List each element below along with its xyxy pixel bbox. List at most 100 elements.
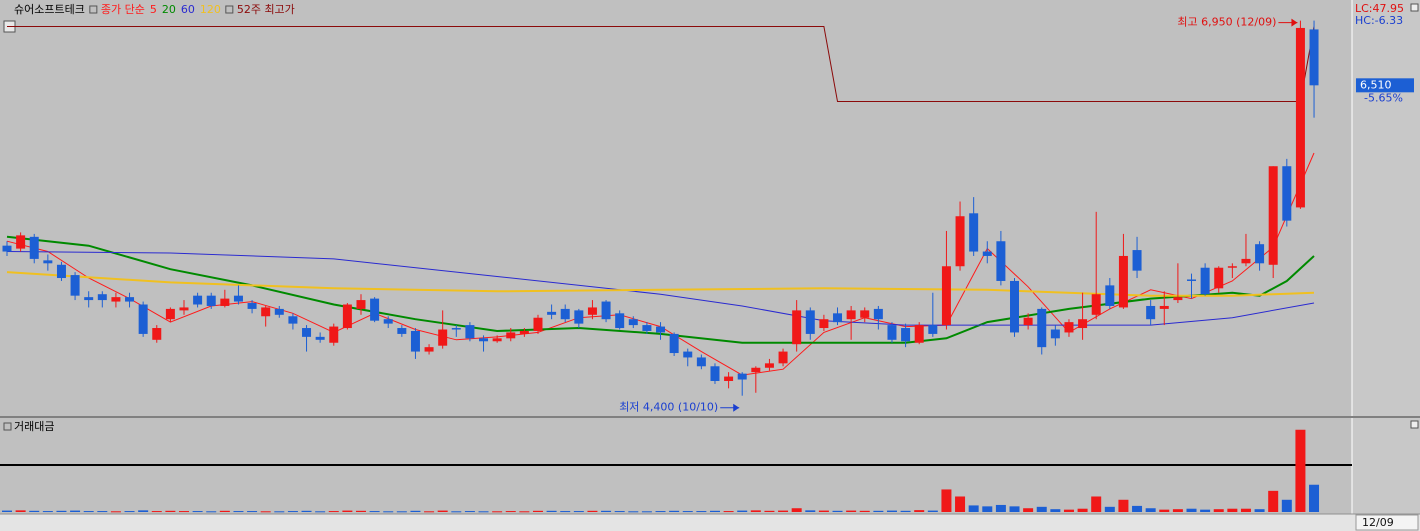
volume-bar bbox=[655, 511, 666, 513]
candle-body bbox=[288, 316, 298, 324]
mark-layer bbox=[2, 20, 1320, 513]
candle-body bbox=[506, 332, 516, 339]
volume-bar bbox=[97, 511, 108, 513]
candle-body bbox=[438, 329, 448, 346]
candle-body bbox=[1010, 280, 1020, 333]
candle-body bbox=[560, 308, 570, 320]
candle-body bbox=[1118, 255, 1128, 308]
volume-bar bbox=[641, 511, 652, 513]
candle-body bbox=[1064, 322, 1074, 333]
volume-bar bbox=[696, 511, 707, 513]
volume-bar bbox=[70, 510, 81, 512]
indicator-label: HC:-6.33 bbox=[1355, 14, 1403, 27]
volume-bar bbox=[968, 505, 979, 512]
volume-bar bbox=[1077, 508, 1088, 512]
pane-button[interactable] bbox=[1410, 3, 1419, 12]
candle-body bbox=[587, 307, 597, 315]
volume-bar bbox=[478, 511, 489, 513]
volume-bar bbox=[1036, 506, 1047, 512]
volume-bar bbox=[29, 510, 40, 512]
legend-box bbox=[225, 5, 234, 14]
candle-body bbox=[519, 330, 529, 334]
volume-bar bbox=[601, 510, 612, 512]
volume-bar bbox=[859, 510, 870, 512]
candle-body bbox=[1173, 297, 1183, 301]
candle-body bbox=[410, 330, 420, 352]
last-price-label: 6,510 bbox=[1360, 78, 1392, 91]
candle-body bbox=[615, 313, 625, 329]
candle-body bbox=[342, 304, 352, 329]
candle-body bbox=[574, 310, 584, 324]
volume-bar bbox=[42, 511, 53, 513]
date-axis bbox=[0, 514, 1420, 531]
volume-bar bbox=[260, 511, 271, 513]
volume-bar bbox=[396, 511, 407, 513]
candle-body bbox=[1268, 166, 1278, 265]
volume-bar bbox=[437, 510, 448, 512]
candle-body bbox=[724, 376, 734, 381]
volume-bar bbox=[492, 511, 503, 513]
candle-body bbox=[710, 366, 720, 381]
volume-bar bbox=[315, 511, 326, 513]
candle-body bbox=[193, 295, 203, 305]
volume-bar bbox=[900, 510, 911, 512]
legend-title: 슈어소프트테크 bbox=[14, 3, 85, 16]
volume-bar bbox=[1268, 490, 1279, 512]
volume-bar bbox=[287, 511, 298, 513]
candle-body bbox=[84, 297, 94, 301]
volume-bar bbox=[532, 510, 543, 512]
volume-bar bbox=[83, 511, 94, 513]
candle-body bbox=[1214, 267, 1224, 289]
volume-bar bbox=[1227, 508, 1238, 512]
volume-bar bbox=[1213, 509, 1224, 512]
volume-bar bbox=[560, 511, 571, 513]
volume-bar bbox=[124, 511, 135, 513]
right-axis bbox=[1352, 0, 1420, 514]
candle-body bbox=[1159, 305, 1169, 309]
candle-body bbox=[601, 301, 611, 320]
legend-entry: 120 bbox=[200, 3, 221, 16]
candle-body bbox=[696, 357, 706, 367]
volume-bar bbox=[669, 510, 680, 512]
candle-body bbox=[1105, 285, 1115, 306]
legend-entry: 60 bbox=[181, 3, 195, 16]
candle-body bbox=[764, 363, 774, 368]
volume-bar bbox=[1240, 508, 1251, 512]
volume-bar bbox=[165, 510, 176, 512]
candle-body bbox=[941, 266, 951, 326]
volume-bar bbox=[274, 511, 285, 513]
cursor-date-box bbox=[1355, 514, 1419, 531]
legend-entry: 5 bbox=[150, 3, 157, 16]
volume-bar bbox=[791, 508, 802, 512]
volume-bar bbox=[778, 510, 789, 512]
cursor-date: 12/09 bbox=[1362, 516, 1394, 529]
candle-body bbox=[111, 297, 121, 302]
volume-bar bbox=[355, 510, 366, 512]
candle-body bbox=[451, 328, 461, 330]
candle-body bbox=[846, 310, 856, 320]
candle-body bbox=[329, 326, 339, 343]
pane-title: 거래대금 bbox=[14, 420, 54, 433]
candle-body bbox=[1146, 305, 1156, 320]
change-label: -5.65% bbox=[1364, 91, 1403, 104]
candle-body bbox=[424, 347, 434, 352]
candle-body bbox=[97, 294, 107, 301]
candle-body bbox=[969, 213, 979, 252]
annotation-text: 최고 6,950 (12/09) bbox=[1177, 16, 1276, 29]
legend-box bbox=[89, 5, 98, 14]
moving-average-line bbox=[7, 26, 1315, 102]
moving-average-line bbox=[6, 235, 1315, 344]
volume-bar bbox=[682, 511, 693, 513]
volume-bar bbox=[219, 510, 230, 512]
candle-body bbox=[955, 216, 965, 267]
volume-bar bbox=[328, 511, 339, 513]
volume-bar bbox=[1172, 509, 1183, 512]
volume-bar bbox=[750, 510, 761, 512]
volume-bar bbox=[873, 510, 884, 512]
candle-body bbox=[901, 328, 911, 342]
pane-button[interactable] bbox=[1410, 420, 1419, 429]
volume-bar bbox=[233, 511, 244, 513]
indicator-label: LC:47.95 bbox=[1355, 2, 1404, 15]
volume-bar bbox=[587, 510, 598, 512]
volume-bar bbox=[1050, 509, 1061, 512]
